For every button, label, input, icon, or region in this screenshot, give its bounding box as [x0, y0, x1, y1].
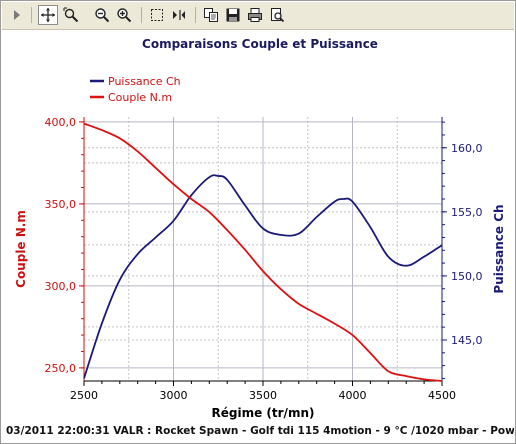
step-icon[interactable]	[170, 6, 188, 24]
x-tick-label: 3000	[160, 389, 188, 402]
x-axis-label: Régime (tr/mn)	[212, 406, 315, 420]
save-icon[interactable]	[224, 6, 242, 24]
zoom-out-icon[interactable]	[93, 6, 111, 24]
right-y-tick-label: 145,0	[451, 334, 483, 347]
status-bar: 03/2011 22:00:31 VALR : Rocket Spawn - G…	[2, 420, 514, 442]
play-icon[interactable]	[8, 6, 26, 24]
x-tick-label: 3500	[249, 389, 277, 402]
toolbar	[2, 2, 514, 30]
left-y-tick-label: 400,0	[45, 116, 77, 129]
left-y-tick-label: 250,0	[45, 362, 77, 375]
left-axis-label: Couple N.m	[14, 210, 28, 288]
right-axis-label: Puissance Ch	[492, 204, 506, 293]
legend-label-couple-n-m: Couple N.m	[108, 91, 172, 104]
x-tick-label: 4000	[339, 389, 367, 402]
right-y-tick-label: 160,0	[451, 142, 483, 155]
chart: 2500 3000 3500 4000 4500 250,0 300,0 350,0 400,0…	[14, 37, 506, 420]
toolbar-separator	[141, 7, 142, 23]
zoom-in-icon[interactable]	[115, 6, 133, 24]
toolbar-separator	[31, 7, 32, 23]
legend-label-puissance-ch: Puissance Ch	[108, 75, 181, 88]
left-y-tick-label: 300,0	[45, 280, 77, 293]
right-y-tick-label: 155,0	[451, 206, 483, 219]
series-line-puissance-ch	[83, 174, 443, 379]
toolbar-separator	[195, 7, 196, 23]
copy-icon[interactable]	[202, 6, 220, 24]
series-line-couple-n-m	[83, 122, 443, 382]
right-y-tick-label: 150,0	[451, 270, 483, 283]
print-icon[interactable]	[246, 6, 264, 24]
x-tick-label: 4500	[428, 389, 456, 402]
left-y-tick-label: 350,0	[45, 198, 77, 211]
select-box-icon[interactable]	[148, 6, 166, 24]
print-preview-icon[interactable]	[268, 6, 286, 24]
zoom-fit-icon[interactable]	[62, 6, 80, 24]
x-tick-label: 2500	[70, 389, 98, 402]
chart-title: Comparaisons Couple et Puissance	[142, 37, 378, 51]
pan-icon[interactable]	[38, 5, 58, 25]
